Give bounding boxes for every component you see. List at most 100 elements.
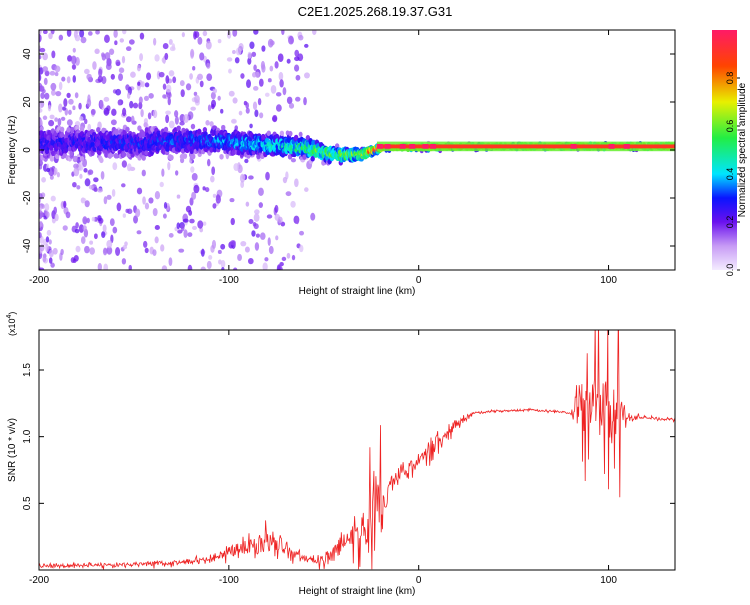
- spectrogram-cell: [111, 188, 116, 197]
- spectrogram-cell: [169, 154, 174, 161]
- spectrogram-cell: [84, 200, 90, 208]
- spectrogram-cell: [39, 55, 42, 60]
- y-tick-label: 0.5: [22, 496, 33, 510]
- spectrogram-cell: [152, 249, 157, 256]
- spectrogram-cell: [152, 207, 158, 217]
- spectrogram-cell: [141, 131, 146, 137]
- spectrogram-cell: [39, 130, 44, 136]
- spectrogram-cell: [75, 245, 81, 253]
- spectrogram-cell: [49, 175, 54, 180]
- spectrogram-cell: [246, 79, 251, 89]
- spectrogram-cell: [148, 92, 154, 99]
- spectrogram-cell: [200, 248, 205, 257]
- spectrogram-cell: [181, 32, 185, 38]
- figure-title: C2E1.2025.268.19.37.G31: [298, 4, 453, 19]
- x-tick-label: 100: [600, 275, 617, 286]
- spectrogram-cell: [54, 117, 59, 122]
- spectrogram-cell: [279, 79, 284, 88]
- spectrogram-cell: [220, 243, 226, 250]
- spectrogram-cell: [48, 119, 55, 127]
- spectrogram-cell: [180, 224, 185, 232]
- spectrogram-cell: [280, 221, 286, 227]
- spectrogram-cell: [199, 80, 204, 88]
- spectrogram-cell: [206, 62, 211, 69]
- spectrogram-cell: [187, 264, 193, 270]
- spectrogram-cell: [103, 96, 110, 102]
- spectrogram-cell: [197, 36, 203, 45]
- spectrogram-cell: [79, 173, 83, 179]
- spectrogram-cell: [122, 30, 127, 35]
- snr-scale-label: (x104): [6, 312, 17, 336]
- spectrogram-cell: [132, 102, 139, 109]
- spectrogram-cell: [39, 33, 42, 43]
- spectrogram-cell: [84, 68, 90, 75]
- spectrogram-cell: [259, 112, 264, 119]
- spectrogram-cell: [51, 89, 56, 96]
- spectrogram-cell: [257, 97, 262, 106]
- spectrogram-cell: [125, 208, 130, 213]
- spectrogram-cell: [299, 230, 305, 236]
- spectrogram-peak-cell: [422, 144, 429, 149]
- spectrogram-cell: [137, 81, 141, 86]
- spectrogram-cell: [104, 52, 111, 60]
- spectrogram-cell: [141, 81, 145, 88]
- spectrogram-cell: [158, 71, 165, 78]
- spectrogram-cell: [171, 43, 176, 51]
- spectrogram-cell: [49, 156, 55, 162]
- spectrogram-cell: [182, 218, 189, 223]
- spectrogram-cell: [295, 74, 301, 81]
- spectrogram-cell: [42, 66, 49, 72]
- spectrogram-cell: [84, 245, 90, 254]
- spectrogram-cell: [39, 220, 43, 227]
- spectrogram-cell: [172, 76, 177, 84]
- spectrogram-cell: [209, 121, 214, 127]
- spectrogram-cell: [75, 124, 80, 131]
- spectrogram-cell: [141, 169, 146, 177]
- spectrogram-peak-cell: [608, 144, 615, 149]
- spectrogram-cell: [199, 52, 205, 61]
- spectrogram-cell: [165, 75, 170, 84]
- spectrogram-cell: [45, 211, 50, 219]
- spectrogram-cell: [110, 73, 115, 80]
- spectrogram-cell: [42, 115, 48, 121]
- y-tick-label: -20: [22, 190, 33, 205]
- spectrogram-cell: [97, 215, 102, 222]
- spectrogram-cell: [71, 55, 77, 65]
- spectrogram-cell: [78, 116, 84, 122]
- spectrogram-cell: [247, 51, 252, 59]
- spectrogram-cell: [144, 82, 150, 88]
- colorbar-label: Normalized spectral amplitude: [737, 82, 748, 217]
- spectrogram-cell: [254, 242, 260, 251]
- spectrogram-cell: [261, 64, 266, 73]
- spectrogram-cell: [44, 70, 50, 77]
- spectrogram-cell: [97, 75, 103, 83]
- spectrogram-cell: [39, 30, 42, 35]
- spectrogram-cell: [42, 52, 48, 61]
- spectrogram-cell: [228, 90, 235, 97]
- spectrogram-cell: [311, 139, 316, 146]
- spectrogram-cell: [106, 239, 113, 249]
- spectrogram-cell: [45, 236, 50, 243]
- spectrogram-cell: [240, 73, 245, 79]
- spectrogram-cell: [72, 182, 77, 188]
- spectrogram-cell: [183, 229, 188, 238]
- colorbar-ticks: 0.0 0.2 0.4 0.6 0.8: [725, 72, 740, 276]
- x-tick-label: 0: [416, 275, 422, 286]
- spectrogram-cell: [50, 195, 56, 202]
- spectrogram-cell: [190, 48, 195, 58]
- spectrogram-cell: [165, 84, 172, 93]
- spectrogram-peak-cell: [384, 144, 391, 149]
- spectrogram-cell: [175, 170, 179, 176]
- spectrogram-cell: [121, 160, 128, 168]
- spectrogram-cell: [254, 109, 259, 118]
- spectrogram-cell: [154, 191, 161, 200]
- spectrogram-cell: [176, 194, 181, 199]
- spectrogram-cell: [295, 96, 301, 102]
- spectrogram-cell: [197, 128, 202, 135]
- spectrogram-cell: [46, 229, 52, 236]
- spectrogram-cell: [179, 121, 185, 126]
- spectrogram-cell: [115, 61, 121, 66]
- spectrogram-cell: [136, 187, 143, 195]
- spectrogram-cell: [63, 98, 68, 107]
